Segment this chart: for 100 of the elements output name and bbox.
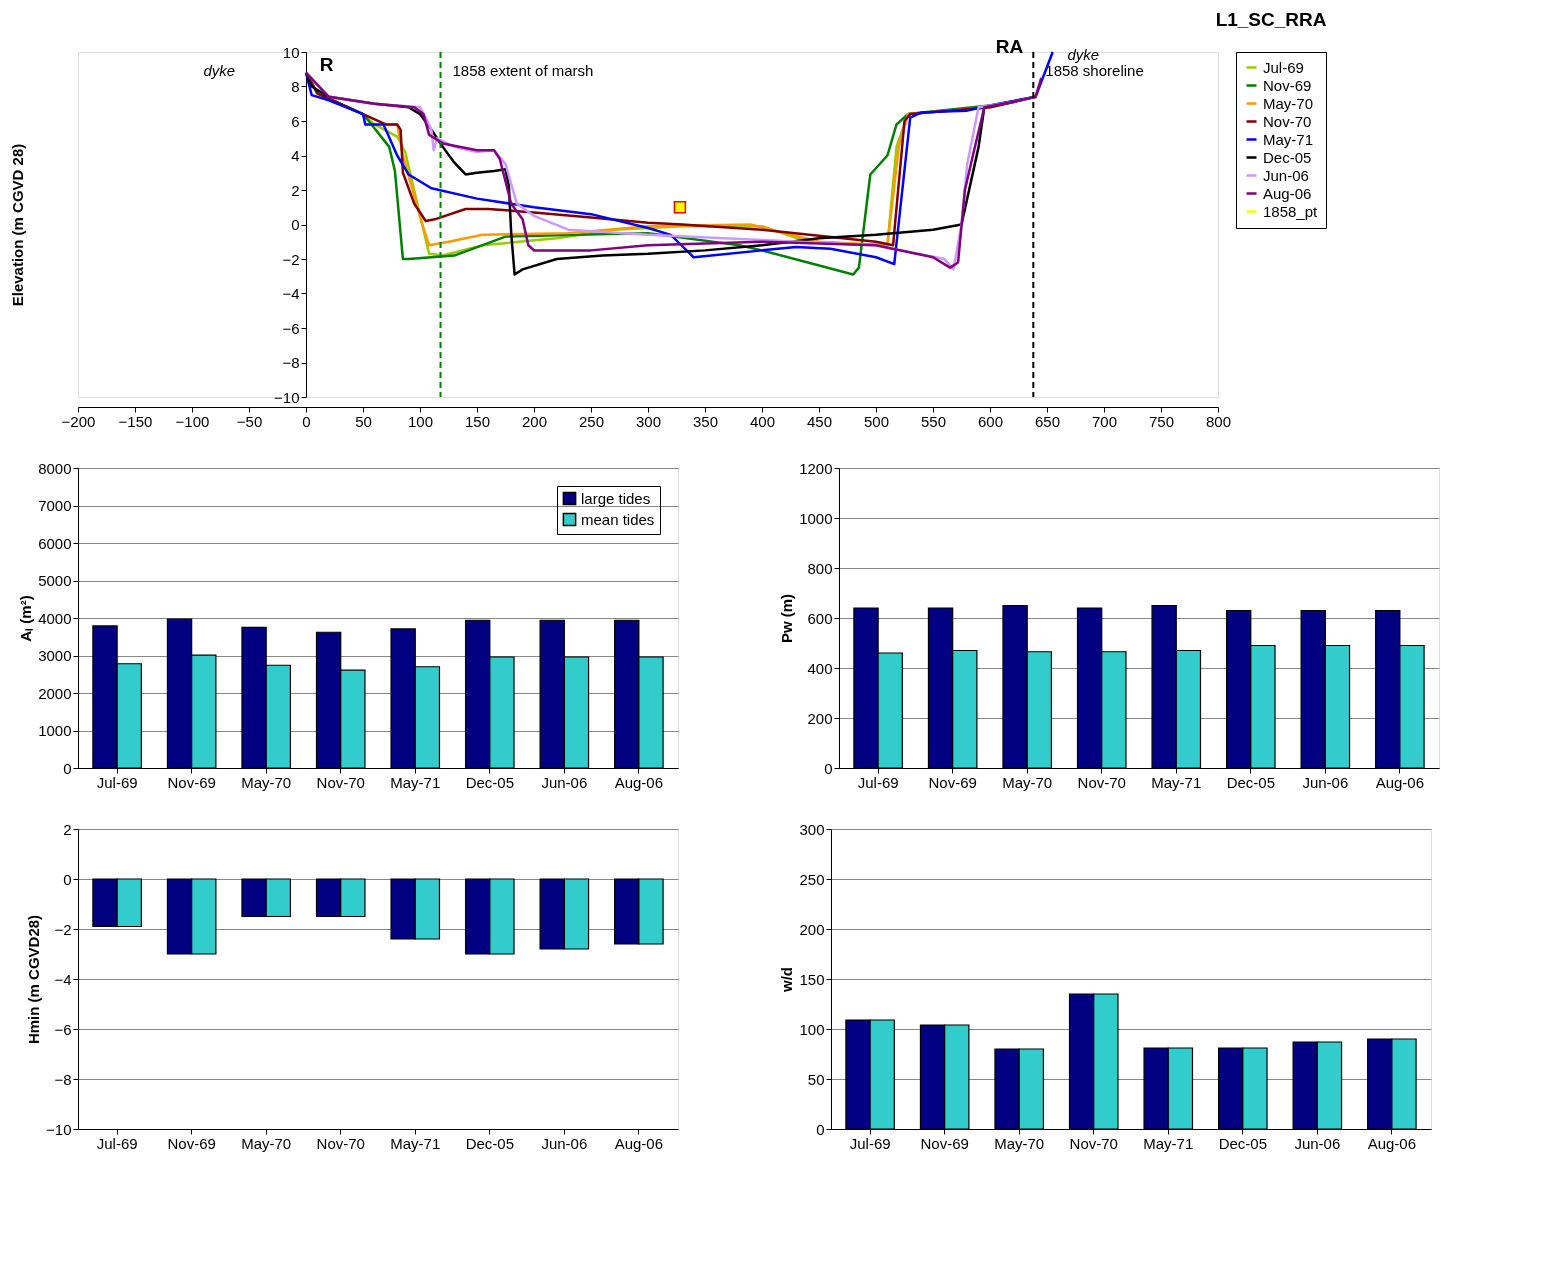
y-tick-label: 2 [291, 181, 300, 199]
legend-label: Dec-05 [1263, 148, 1312, 166]
x-tick-label: Jun-06 [1294, 1134, 1341, 1152]
x-tick-label: Nov-70 [1077, 773, 1126, 791]
y-tick-label: 4000 [38, 609, 72, 627]
legend-label: 1858_pt [1263, 202, 1319, 220]
x-tick-label: Aug-06 [614, 773, 664, 791]
y-tick-label: 0 [824, 759, 833, 777]
x-tick-label: Dec-05 [465, 773, 514, 791]
x-tick-label: 350 [692, 412, 719, 430]
annotation: RA [995, 36, 1024, 57]
annotation: dyke [1067, 46, 1100, 63]
x-tick-label: Dec-05 [1226, 773, 1275, 791]
x-tick-label: Aug-06 [614, 1134, 664, 1152]
y-axis-title: w/d [778, 967, 796, 993]
y-tick-label: 5000 [38, 572, 72, 589]
annotation: dyke [203, 62, 236, 79]
x-tick-label: 550 [920, 412, 947, 430]
y-tick-label: −10 [46, 1120, 72, 1138]
x-tick-label: May-70 [994, 1134, 1045, 1152]
legend-label: Nov-70 [1263, 112, 1312, 130]
y-tick-label: 0 [63, 759, 72, 777]
y-tick-label: −6 [282, 319, 300, 337]
y-tick-label: −4 [54, 970, 72, 988]
x-tick-label: −100 [175, 412, 210, 430]
text: L1_SC_RRA [1215, 9, 1327, 30]
y-tick-label: 600 [807, 609, 833, 627]
legend-label: Jul-69 [1263, 58, 1304, 76]
x-tick-label: 400 [749, 412, 776, 430]
x-tick-label: −150 [118, 412, 153, 430]
y-tick-label: 8000 [38, 459, 72, 477]
y-tick-label: 50 [807, 1070, 825, 1088]
legend-label: May-70 [1263, 94, 1314, 112]
x-tick-label: Nov-69 [920, 1134, 969, 1152]
y-tick-label: −8 [282, 354, 300, 371]
y-tick-label: 2000 [38, 684, 72, 702]
x-tick-label: May-71 [390, 1134, 441, 1152]
x-tick-label: 100 [407, 412, 434, 430]
x-tick-label: May-70 [1002, 773, 1053, 791]
y-tick-label: 250 [799, 870, 825, 888]
legend-label: Aug-06 [1263, 184, 1312, 202]
legend-label: Jun-06 [1263, 166, 1309, 184]
y-tick-label: −8 [54, 1070, 72, 1088]
y-tick-label: 100 [799, 1020, 825, 1038]
x-tick-label: Aug-06 [1375, 773, 1425, 791]
y-tick-label: 4 [291, 147, 300, 164]
x-tick-label: May-70 [241, 773, 292, 791]
x-tick-label: Dec-05 [465, 1134, 514, 1152]
y-tick-label: 300 [799, 820, 825, 838]
x-tick-label: 650 [1034, 412, 1061, 430]
x-tick-label: 250 [578, 412, 605, 430]
x-tick-label: May-71 [390, 773, 441, 791]
x-tick-label: May-70 [241, 1134, 292, 1152]
x-tick-label: Aug-06 [1367, 1134, 1417, 1152]
y-tick-label: 800 [807, 559, 833, 577]
y-tick-label: 0 [816, 1120, 825, 1138]
y-tick-label: −2 [54, 920, 72, 938]
x-tick-label: −200 [61, 412, 96, 430]
y-axis-title: Pw (m) [778, 593, 796, 644]
x-tick-label: 600 [977, 412, 1004, 430]
y-axis-title: Aₗ (m²) [17, 595, 35, 642]
y-axis-title: Elevation (m CGVD 28) [9, 143, 27, 307]
y-tick-label: 10 [282, 43, 300, 61]
x-tick-label: −50 [236, 412, 263, 430]
legend-label: large tides [581, 489, 651, 507]
x-tick-label: Jul-69 [857, 773, 899, 791]
x-tick-label: Nov-70 [1069, 1134, 1118, 1152]
x-tick-label: 300 [635, 412, 662, 430]
x-tick-label: Jul-69 [96, 773, 138, 791]
y-tick-label: 8 [291, 78, 300, 95]
y-tick-label: 200 [807, 709, 833, 727]
x-tick-label: 500 [863, 412, 890, 430]
y-tick-label: 1000 [799, 509, 833, 527]
x-tick-label: 800 [1205, 412, 1232, 430]
x-tick-label: Jun-06 [541, 773, 588, 791]
y-tick-label: 0 [63, 870, 72, 888]
y-tick-label: 2 [63, 820, 72, 838]
y-tick-label: −4 [282, 285, 300, 302]
legend-label: mean tides [581, 510, 655, 528]
x-tick-label: 200 [521, 412, 548, 430]
y-tick-label: 200 [799, 920, 825, 938]
x-tick-label: 50 [355, 412, 372, 430]
y-tick-label: 6000 [38, 534, 72, 552]
legend-label: Nov-69 [1263, 76, 1312, 94]
y-tick-label: −2 [282, 250, 300, 268]
y-tick-label: −6 [54, 1020, 72, 1038]
x-tick-label: 700 [1091, 412, 1118, 430]
x-tick-label: Jul-69 [849, 1134, 891, 1152]
x-tick-label: May-71 [1151, 773, 1202, 791]
y-tick-label: 400 [807, 659, 833, 677]
x-tick-label: Dec-05 [1218, 1134, 1267, 1152]
x-tick-label: Jul-69 [96, 1134, 138, 1152]
annotation: R [319, 54, 334, 75]
y-tick-label: 1000 [38, 722, 72, 739]
x-tick-label: 450 [806, 412, 833, 430]
y-tick-label: 6 [291, 112, 300, 130]
y-tick-label: 0 [291, 216, 300, 233]
x-tick-label: Jun-06 [541, 1134, 588, 1152]
x-tick-label: Jun-06 [1302, 773, 1349, 791]
x-tick-label: Nov-70 [316, 1134, 365, 1152]
